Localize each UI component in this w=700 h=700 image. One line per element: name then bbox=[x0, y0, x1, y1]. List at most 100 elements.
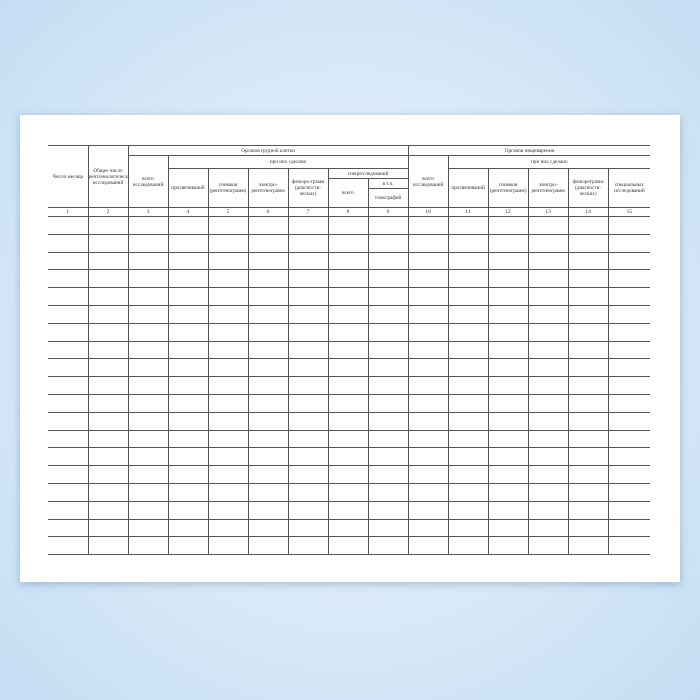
table-cell[interactable] bbox=[247, 376, 289, 395]
table-cell[interactable] bbox=[287, 216, 329, 235]
table-cell[interactable] bbox=[567, 358, 609, 378]
table-cell[interactable] bbox=[327, 536, 369, 556]
table-cell[interactable] bbox=[527, 482, 569, 502]
table-cell[interactable] bbox=[48, 216, 89, 235]
table-cell[interactable] bbox=[567, 287, 609, 306]
table-cell[interactable] bbox=[48, 447, 89, 467]
table-cell[interactable] bbox=[407, 287, 449, 306]
table-cell[interactable] bbox=[87, 482, 129, 502]
table-cell[interactable] bbox=[527, 411, 569, 431]
table-cell[interactable] bbox=[367, 482, 409, 502]
table-cell[interactable] bbox=[48, 322, 89, 342]
table-cell[interactable] bbox=[127, 411, 169, 431]
table-cell[interactable] bbox=[607, 358, 651, 378]
table-cell[interactable] bbox=[87, 500, 129, 520]
table-cell[interactable] bbox=[127, 376, 169, 395]
table-cell[interactable] bbox=[287, 233, 329, 253]
table-cell[interactable] bbox=[567, 429, 609, 449]
table-cell[interactable] bbox=[487, 376, 529, 395]
table-cell[interactable] bbox=[207, 536, 249, 556]
table-cell[interactable] bbox=[567, 233, 609, 253]
table-cell[interactable] bbox=[167, 536, 209, 556]
table-cell[interactable] bbox=[607, 340, 651, 360]
table-cell[interactable] bbox=[287, 536, 329, 556]
table-cell[interactable] bbox=[367, 233, 409, 253]
table-cell[interactable] bbox=[167, 216, 209, 235]
table-cell[interactable] bbox=[127, 287, 169, 306]
table-cell[interactable] bbox=[167, 287, 209, 306]
table-cell[interactable] bbox=[607, 251, 651, 271]
table-cell[interactable] bbox=[48, 429, 89, 449]
table-cell[interactable] bbox=[87, 287, 129, 306]
table-cell[interactable] bbox=[567, 536, 609, 556]
table-cell[interactable] bbox=[207, 287, 249, 306]
table-cell[interactable] bbox=[367, 500, 409, 520]
table-cell[interactable] bbox=[487, 304, 529, 324]
table-cell[interactable] bbox=[327, 482, 369, 502]
table-cell[interactable] bbox=[167, 465, 209, 484]
table-cell[interactable] bbox=[367, 269, 409, 289]
table-cell[interactable] bbox=[327, 376, 369, 395]
table-cell[interactable] bbox=[287, 500, 329, 520]
table-cell[interactable] bbox=[527, 393, 569, 413]
table-cell[interactable] bbox=[447, 411, 489, 431]
table-cell[interactable] bbox=[167, 269, 209, 289]
table-cell[interactable] bbox=[167, 251, 209, 271]
table-cell[interactable] bbox=[207, 304, 249, 324]
table-cell[interactable] bbox=[327, 269, 369, 289]
table-cell[interactable] bbox=[367, 322, 409, 342]
table-cell[interactable] bbox=[407, 340, 449, 360]
table-cell[interactable] bbox=[327, 322, 369, 342]
table-cell[interactable] bbox=[407, 304, 449, 324]
table-cell[interactable] bbox=[487, 518, 529, 538]
table-cell[interactable] bbox=[567, 447, 609, 467]
table-cell[interactable] bbox=[207, 500, 249, 520]
table-cell[interactable] bbox=[247, 500, 289, 520]
table-cell[interactable] bbox=[607, 518, 651, 538]
table-cell[interactable] bbox=[207, 340, 249, 360]
table-cell[interactable] bbox=[207, 411, 249, 431]
table-cell[interactable] bbox=[247, 304, 289, 324]
table-cell[interactable] bbox=[527, 322, 569, 342]
table-cell[interactable] bbox=[48, 536, 89, 556]
table-cell[interactable] bbox=[607, 287, 651, 306]
table-cell[interactable] bbox=[207, 393, 249, 413]
table-cell[interactable] bbox=[407, 429, 449, 449]
table-cell[interactable] bbox=[247, 287, 289, 306]
table-cell[interactable] bbox=[167, 518, 209, 538]
table-cell[interactable] bbox=[327, 340, 369, 360]
table-cell[interactable] bbox=[447, 465, 489, 484]
table-cell[interactable] bbox=[287, 482, 329, 502]
table-cell[interactable] bbox=[167, 447, 209, 467]
table-cell[interactable] bbox=[247, 536, 289, 556]
table-cell[interactable] bbox=[48, 304, 89, 324]
table-cell[interactable] bbox=[407, 465, 449, 484]
table-cell[interactable] bbox=[567, 340, 609, 360]
table-cell[interactable] bbox=[247, 216, 289, 235]
table-cell[interactable] bbox=[127, 269, 169, 289]
table-cell[interactable] bbox=[607, 536, 651, 556]
table-cell[interactable] bbox=[327, 518, 369, 538]
table-cell[interactable] bbox=[287, 269, 329, 289]
table-cell[interactable] bbox=[287, 287, 329, 306]
table-cell[interactable] bbox=[447, 340, 489, 360]
table-cell[interactable] bbox=[127, 216, 169, 235]
table-cell[interactable] bbox=[327, 358, 369, 378]
table-cell[interactable] bbox=[367, 518, 409, 538]
table-cell[interactable] bbox=[247, 358, 289, 378]
table-cell[interactable] bbox=[87, 411, 129, 431]
table-cell[interactable] bbox=[48, 287, 89, 306]
table-cell[interactable] bbox=[567, 500, 609, 520]
table-cell[interactable] bbox=[367, 393, 409, 413]
table-cell[interactable] bbox=[527, 518, 569, 538]
table-cell[interactable] bbox=[87, 465, 129, 484]
table-cell[interactable] bbox=[287, 518, 329, 538]
table-cell[interactable] bbox=[607, 269, 651, 289]
table-cell[interactable] bbox=[367, 216, 409, 235]
table-cell[interactable] bbox=[407, 269, 449, 289]
table-cell[interactable] bbox=[487, 233, 529, 253]
table-cell[interactable] bbox=[127, 340, 169, 360]
table-cell[interactable] bbox=[327, 393, 369, 413]
table-cell[interactable] bbox=[127, 500, 169, 520]
table-cell[interactable] bbox=[207, 251, 249, 271]
